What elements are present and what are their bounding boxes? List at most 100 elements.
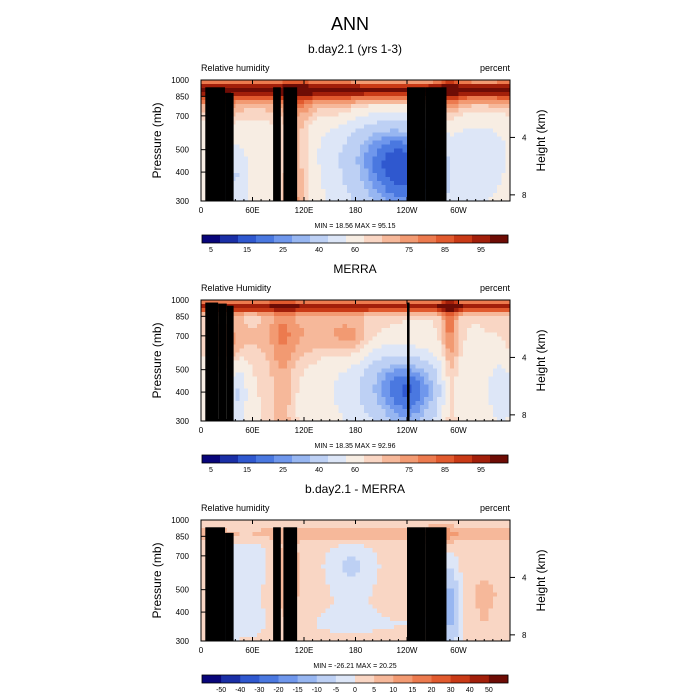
field-cell [346, 520, 352, 525]
field-cell [488, 356, 494, 362]
field-cell [248, 108, 254, 113]
field-cell [269, 368, 275, 374]
field-cell [419, 336, 425, 341]
field-cell [398, 392, 404, 398]
field-cell [364, 312, 369, 317]
field-cell [201, 340, 206, 345]
field-cell [501, 532, 507, 537]
field-cell [248, 376, 254, 382]
field-cell [376, 80, 382, 85]
field-cell [273, 332, 279, 337]
field-cell [329, 364, 335, 370]
field-cell [492, 368, 498, 374]
field-cell [286, 364, 292, 370]
field-cell [467, 144, 472, 150]
field-cell [402, 344, 408, 349]
field-cell [248, 380, 254, 386]
field-cell [321, 396, 327, 402]
field-cell [471, 316, 477, 321]
field-cell [295, 404, 301, 410]
field-cell [445, 396, 451, 402]
field-cell [488, 324, 494, 329]
field-cell [467, 384, 472, 390]
field-cell [445, 412, 451, 418]
field-cell [261, 88, 266, 93]
field-cell [346, 388, 352, 394]
field-cell [304, 528, 309, 533]
field-cell [381, 164, 387, 170]
field-cell [419, 300, 425, 305]
field-cell [419, 404, 425, 410]
field-cell [346, 120, 352, 125]
field-cell [248, 404, 254, 410]
field-cell [501, 308, 507, 313]
field-cell [479, 384, 485, 390]
field-cell [278, 396, 284, 402]
field-cell [458, 412, 464, 418]
field-cell [492, 380, 498, 386]
field-cell [235, 364, 241, 370]
field-cell [376, 540, 382, 545]
field-cell [201, 376, 206, 382]
field-cell [304, 524, 309, 529]
topography-mask [283, 87, 298, 201]
field-cell [402, 416, 408, 422]
field-cell [449, 184, 455, 190]
field-cell [338, 416, 344, 422]
field-cell [248, 412, 254, 418]
y-tick-label: 700 [176, 112, 190, 121]
field-cell [501, 384, 507, 390]
field-cell [458, 332, 464, 337]
field-cell [329, 88, 335, 93]
stats-label: MIN = 18.56 MAX = 95.15 [315, 223, 396, 230]
field-cell [475, 360, 481, 366]
field-cell [342, 164, 348, 170]
field-cell [376, 380, 382, 386]
field-cell [475, 88, 481, 93]
field-cell [201, 544, 206, 549]
field-cell [308, 312, 314, 317]
variable-label: Relative humidity [201, 503, 270, 513]
field-cell [355, 384, 361, 390]
field-cell [428, 376, 434, 382]
field-cell [398, 156, 404, 162]
field-cell [239, 540, 245, 545]
field-cell [415, 340, 421, 345]
field-cell [261, 388, 266, 394]
field-cell [235, 536, 241, 541]
field-cell [359, 320, 365, 325]
field-cell [282, 308, 288, 313]
field-cell [385, 156, 391, 162]
field-cell [467, 376, 472, 382]
field-cell [467, 148, 472, 154]
x-tick-label: 60E [245, 206, 259, 215]
field-cell [235, 348, 241, 354]
field-cell [316, 136, 322, 142]
field-cell [261, 540, 266, 545]
field-cell [269, 304, 275, 309]
field-cell [389, 400, 395, 406]
field-cell [334, 400, 339, 406]
field-cell [372, 192, 378, 198]
field-cell [351, 540, 357, 545]
field-cell [488, 524, 494, 529]
field-cell [338, 196, 344, 202]
field-cell [312, 136, 318, 142]
field-cell [329, 316, 335, 321]
field-cell [368, 340, 374, 345]
field-cell [321, 168, 327, 174]
field-cell [479, 320, 485, 325]
field-cell [394, 168, 400, 174]
field-cell [462, 316, 468, 321]
field-cell [308, 192, 314, 198]
field-cell [351, 328, 357, 333]
field-cell [243, 368, 249, 374]
field-cell [295, 160, 301, 166]
field-cell [295, 308, 301, 313]
field-cell [329, 532, 335, 537]
field-cell [256, 536, 262, 541]
field-cell [278, 304, 284, 309]
field-cell [368, 324, 374, 329]
field-cell [338, 304, 344, 309]
field-cell [479, 532, 485, 537]
